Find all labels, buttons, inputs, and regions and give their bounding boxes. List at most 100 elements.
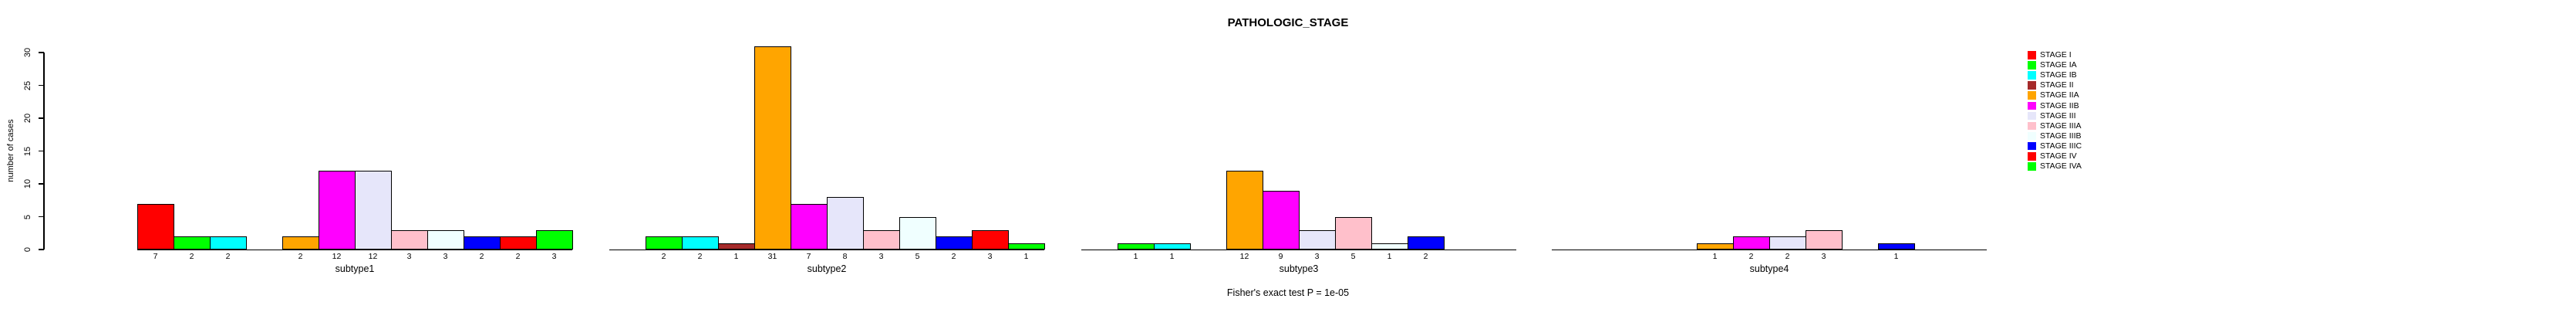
legend-swatch-stage-iva xyxy=(2028,162,2036,171)
bar-subtype4-stage-iia xyxy=(1697,243,1734,250)
bar-subtype1-stage-iv xyxy=(500,236,537,250)
group-label-subtype3: subtype3 xyxy=(1279,263,1319,274)
bar-subtype1-stage-iiic xyxy=(464,236,501,250)
legend-label: STAGE IIA xyxy=(2040,90,2079,100)
bar-subtype3-stage-iiia xyxy=(1335,216,1372,250)
chart-title: PATHOLOGIC_STAGE xyxy=(1227,16,1349,29)
group-label-subtype2: subtype2 xyxy=(807,263,847,274)
bar-value-label: 2 xyxy=(479,252,484,261)
bar-value-label: 3 xyxy=(987,252,993,261)
bar-subtype1-stage-i xyxy=(137,203,174,250)
legend-label: STAGE IVA xyxy=(2040,161,2082,171)
y-tick-mark xyxy=(39,150,44,152)
group-label-subtype4: subtype4 xyxy=(1749,263,1789,274)
bar-subtype2-stage-iiib xyxy=(899,216,936,250)
bar-subtype1-stage-ia xyxy=(174,236,211,250)
bar-value-label: 1 xyxy=(1133,252,1138,261)
legend-swatch-stage-ii xyxy=(2028,81,2036,90)
y-tick-label: 25 xyxy=(23,80,32,90)
legend-label: STAGE II xyxy=(2040,80,2074,90)
bar-subtype2-stage-ib xyxy=(682,236,719,250)
bar-value-label: 5 xyxy=(915,252,920,261)
legend-label: STAGE IIIB xyxy=(2040,131,2082,141)
bar-value-label: 8 xyxy=(842,252,848,261)
bar-value-label: 1 xyxy=(1712,252,1718,261)
x-axis-baseline xyxy=(609,249,1044,250)
bar-subtype4-stage-iiic xyxy=(1878,243,1915,250)
bar-value-label: 2 xyxy=(1748,252,1754,261)
bar-value-label: 1 xyxy=(733,252,739,261)
bar-subtype3-stage-iiic xyxy=(1408,236,1445,250)
legend-swatch-stage-ia xyxy=(2028,61,2036,70)
legend-swatch-stage-iiib xyxy=(2028,131,2036,141)
legend-label: STAGE IIIA xyxy=(2040,121,2082,131)
bar-subtype2-stage-iiia xyxy=(863,229,900,250)
y-tick-mark xyxy=(39,183,44,185)
bar-value-label: 3 xyxy=(443,252,448,261)
bar-value-label: 2 xyxy=(515,252,521,261)
bar-subtype3-stage-iiib xyxy=(1371,243,1408,250)
bar-value-label: 3 xyxy=(1821,252,1826,261)
y-tick-label: 20 xyxy=(23,113,32,124)
legend-label: STAGE IA xyxy=(2040,60,2077,70)
bar-subtype2-stage-ii xyxy=(718,243,755,250)
bar-subtype2-stage-iib xyxy=(791,203,828,250)
bar-value-label: 12 xyxy=(368,252,378,261)
bar-subtype1-stage-iiia xyxy=(391,229,428,250)
bar-value-label: 2 xyxy=(697,252,703,261)
legend-swatch-stage-i xyxy=(2028,51,2036,59)
x-axis-baseline xyxy=(1081,249,1516,250)
legend-swatch-stage-iiia xyxy=(2028,121,2036,131)
bar-subtype2-stage-iia xyxy=(754,46,791,250)
bar-subtype3-stage-iib xyxy=(1263,190,1300,250)
bar-subtype2-stage-iv xyxy=(972,229,1009,250)
bar-value-label: 3 xyxy=(878,252,884,261)
y-tick-mark xyxy=(39,216,44,218)
fisher-test-caption: Fisher's exact test P = 1e-05 xyxy=(1226,287,1350,298)
legend-label: STAGE IIIC xyxy=(2040,141,2082,151)
legend-swatch-stage-iii xyxy=(2028,111,2036,121)
y-axis-title: number of cases xyxy=(6,119,15,182)
y-tick-label: 15 xyxy=(23,146,32,156)
y-tick-label: 10 xyxy=(23,178,32,189)
bar-value-label: 2 xyxy=(1785,252,1790,261)
bar-subtype2-stage-iii xyxy=(827,197,864,250)
bar-subtype1-stage-iii xyxy=(355,171,392,250)
bar-value-label: 7 xyxy=(153,252,158,261)
bar-value-label: 2 xyxy=(298,252,303,261)
bar-subtype1-stage-iib xyxy=(319,171,356,250)
bar-value-label: 3 xyxy=(1314,252,1320,261)
bar-value-label: 5 xyxy=(1350,252,1356,261)
bar-subtype4-stage-iiia xyxy=(1806,229,1843,250)
bar-subtype4-stage-iii xyxy=(1769,236,1806,250)
bar-value-label: 31 xyxy=(767,252,777,261)
bar-value-label: 2 xyxy=(661,252,666,261)
bar-subtype1-stage-iva xyxy=(536,229,573,250)
x-axis-baseline xyxy=(1552,249,1987,250)
bar-value-label: 1 xyxy=(1023,252,1029,261)
y-tick-mark xyxy=(39,249,44,250)
bar-value-label: 2 xyxy=(189,252,194,261)
bar-value-label: 1 xyxy=(1387,252,1392,261)
legend-swatch-stage-iv xyxy=(2028,152,2036,161)
bar-subtype2-stage-iiic xyxy=(936,236,973,250)
x-axis-baseline xyxy=(137,249,572,250)
legend-swatch-stage-iia xyxy=(2028,91,2036,100)
y-tick-mark xyxy=(39,117,44,119)
y-tick-mark xyxy=(39,52,44,53)
legend-label: STAGE III xyxy=(2040,110,2076,121)
bar-subtype1-stage-ib xyxy=(210,236,247,250)
y-tick-label: 5 xyxy=(23,214,32,219)
group-label-subtype1: subtype1 xyxy=(335,263,375,274)
bar-value-label: 1 xyxy=(1893,252,1899,261)
bar-subtype3-stage-ia xyxy=(1118,243,1155,250)
bar-value-label: 2 xyxy=(1423,252,1428,261)
bar-value-label: 3 xyxy=(406,252,412,261)
legend-label: STAGE IIB xyxy=(2040,100,2079,110)
bar-subtype1-stage-iia xyxy=(282,236,319,250)
bar-subtype2-stage-ia xyxy=(646,236,683,250)
bar-subtype4-stage-iib xyxy=(1733,236,1770,250)
legend-swatch-stage-ib xyxy=(2028,71,2036,80)
